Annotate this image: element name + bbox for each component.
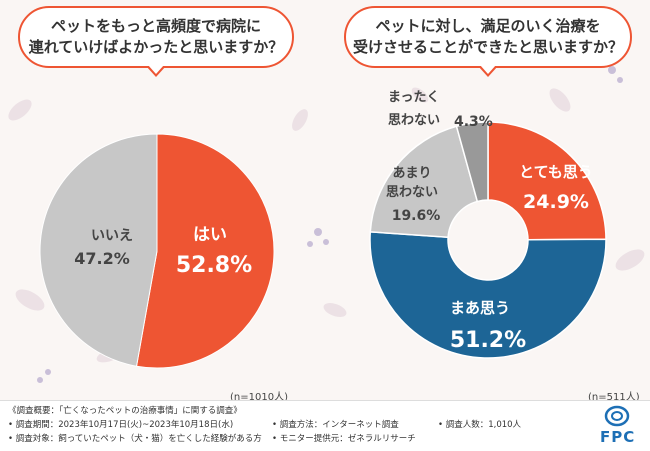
donut-slice-somewhat	[369, 231, 607, 359]
survey-count: • 調査人数：1,010人	[438, 420, 522, 430]
donut-slice-not-really	[369, 125, 479, 239]
slice-label-very: とても思う	[519, 163, 593, 181]
slice-value-not-at-all: 4.3%	[454, 114, 493, 130]
slice-label-no: いいえ	[91, 228, 133, 244]
slice-label-not-at-all-1: まったく	[388, 90, 439, 105]
question-left: ペットをもっと高頻度で病院に 連れていけばよかったと思いますか？	[18, 6, 294, 77]
question-left-line1: ペットをもっと高頻度で病院に	[50, 17, 261, 35]
slice-label-not-really-2: 思わない	[386, 185, 438, 200]
survey-provider: • モニター提供元：ゼネラルリサーチ	[272, 434, 416, 444]
fpc-logo-text: FPC	[600, 428, 636, 446]
slice-label-not-at-all-2: 思わない	[388, 113, 440, 128]
question-right-line2: 受けさせることができたと思いますか？	[352, 38, 623, 56]
slice-value-not-really: 19.6%	[392, 208, 441, 224]
slice-value-somewhat: 51.2%	[450, 328, 526, 353]
slice-label-not-really-1: あまり	[392, 166, 431, 181]
question-left-line2: 連れていけばよかったと思いますか？	[28, 38, 284, 56]
pie-slice-yes	[135, 133, 275, 369]
slice-label-somewhat: まあ思う	[450, 299, 510, 317]
slice-value-very: 24.9%	[523, 191, 589, 213]
question-right: ペットに対し、満足のいく治療を 受けさせることができたと思いますか？	[344, 6, 632, 77]
pie-slice-no	[39, 133, 158, 367]
right-sample-size: (n=511人)	[588, 392, 640, 403]
survey-period: • 調査期間：2023年10月17日(火)~2023年10月18日(水)	[8, 420, 234, 430]
survey-method: • 調査方法：インターネット調査	[272, 420, 399, 430]
slice-label-yes: はい	[193, 225, 227, 245]
donut-slice-very	[487, 121, 607, 241]
left-sample-size: (n=1010人)	[230, 392, 288, 403]
donut-slice-not-at-all	[455, 121, 489, 203]
question-right-line1: ペットに対し、満足のいく治療を	[375, 17, 601, 35]
fpc-logo-icon	[604, 405, 630, 427]
survey-target: • 調査対象：飼っていたペット（犬・猫）を亡くした経験がある方	[8, 434, 262, 444]
survey-outline: 《調査概要：「亡くなったペットの治療事情」に関する調査》	[8, 406, 242, 416]
slice-value-no: 47.2%	[74, 249, 130, 268]
footer	[0, 400, 650, 451]
slice-value-yes: 52.8%	[176, 253, 252, 278]
